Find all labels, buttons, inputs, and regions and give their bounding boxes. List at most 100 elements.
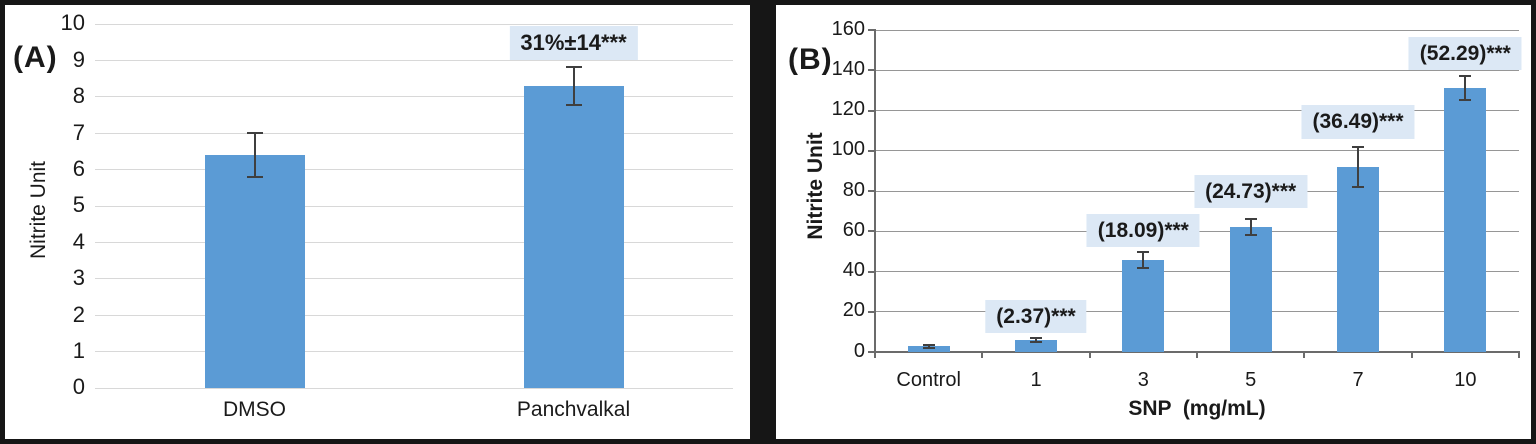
error-bar [1035, 337, 1037, 343]
gridline [95, 96, 733, 98]
panel-b-x-axis-title: SNP (mg/mL) [1128, 397, 1266, 420]
x-category-label: 10 [1454, 369, 1477, 391]
y-tick-mark [868, 270, 875, 273]
gridline [875, 29, 1519, 31]
y-tick-label: 120 [831, 98, 865, 121]
panel-b: (B) Nitrite Unit 0 20 40 60 80 100 120 140 160 Co… [776, 5, 1531, 439]
y-tick-label: 2 [72, 301, 85, 327]
gridline [875, 110, 1519, 111]
error-bar-cap [922, 344, 935, 347]
annotation-label: (24.73)*** [1194, 174, 1308, 209]
error-bar-cap [1244, 218, 1257, 221]
error-bar-cap [565, 103, 582, 106]
gridline [875, 311, 1519, 313]
gridline [875, 150, 1519, 152]
y-tick-mark [868, 230, 875, 233]
gridline [95, 205, 733, 207]
panel-a-plot-area: 0 1 2 3 4 5 6 7 8 9 10 DMSO Panchvalkal 31%±14*** [61, 10, 733, 421]
y-tick-label: 140 [831, 57, 865, 80]
y-axis-line [874, 29, 876, 353]
error-bar-cap [1030, 341, 1042, 344]
y-tick-label: 6 [72, 155, 85, 181]
error-bar-cap [1352, 145, 1364, 148]
x-tick-mark [1196, 352, 1198, 358]
error-bar [253, 133, 256, 177]
bar-dmso [204, 155, 305, 388]
y-tick-label: 9 [72, 46, 85, 72]
x-category-label: Control [896, 369, 961, 391]
error-bar [572, 66, 575, 105]
gridline [95, 132, 733, 134]
panel-a-label: (A) [13, 41, 58, 74]
x-tick-mark [981, 352, 984, 358]
y-tick-label: 3 [72, 265, 85, 291]
annotation-label: (18.09)*** [1086, 214, 1200, 248]
gridline [875, 69, 1519, 71]
y-tick-mark [868, 29, 875, 31]
bar-panchvalkal [523, 85, 624, 388]
x-tick-mark [1303, 352, 1306, 358]
gridline [95, 59, 733, 61]
error-bar [927, 345, 930, 348]
error-bar [1357, 146, 1359, 187]
y-tick-label: 40 [842, 259, 865, 282]
y-tick-label: 7 [72, 119, 85, 145]
error-bar [1464, 76, 1467, 101]
x-tick-mark [1518, 352, 1520, 358]
error-bar-cap [1137, 251, 1150, 254]
error-bar-cap [246, 175, 263, 178]
gridline [95, 241, 733, 243]
x-category-label: 7 [1352, 369, 1364, 391]
gridline [95, 314, 733, 316]
gridline [95, 351, 733, 353]
y-tick-label: 0 [72, 374, 85, 400]
y-tick-label: 60 [842, 218, 865, 241]
error-bar-cap [922, 346, 935, 349]
bar-1 [1015, 339, 1057, 352]
y-tick-mark [868, 351, 875, 353]
gridline [95, 169, 733, 171]
bar-3 [1122, 260, 1165, 352]
y-tick-label: 4 [72, 228, 85, 254]
x-tick-mark [874, 352, 876, 358]
y-tick-label: 100 [831, 138, 865, 161]
x-tick-mark [1088, 352, 1091, 358]
y-tick-mark [868, 69, 875, 72]
y-tick-mark [868, 310, 875, 313]
bar-10 [1444, 88, 1487, 352]
y-tick-label: 5 [72, 192, 85, 218]
error-bar-cap [1459, 75, 1472, 78]
bar-control [907, 346, 950, 352]
gridline [95, 387, 733, 389]
gridline [95, 278, 733, 280]
y-tick-label: 20 [842, 299, 865, 322]
annotation-label: (36.49)*** [1301, 105, 1415, 139]
y-tick-mark [868, 149, 875, 152]
error-bar [1142, 252, 1145, 269]
y-tick-label: 160 [831, 17, 865, 40]
error-bar-cap [1352, 185, 1364, 188]
y-tick-label: 8 [72, 83, 85, 109]
bar-7 [1337, 166, 1379, 352]
error-bar-cap [246, 132, 263, 135]
x-category-label: Panchvalkal [516, 398, 631, 421]
annotation-label: (52.29)*** [1408, 36, 1522, 71]
error-bar-cap [1030, 336, 1042, 339]
gridline [95, 23, 733, 25]
panel-b-label: (B) [788, 43, 833, 76]
y-tick-label: 80 [842, 178, 865, 201]
x-tick-mark [1410, 352, 1413, 358]
bar-5 [1229, 227, 1272, 352]
panel-b-plot-area: 0 20 40 60 80 100 120 140 160 Control 1 (2.37)*** 3 (… [832, 18, 1522, 391]
gridline [875, 271, 1519, 272]
y-tick-label: 1 [72, 337, 85, 363]
panel-a: (A) Nitrite Unit 0 1 2 3 4 5 6 7 8 9 10 DMSO Panchva… [5, 5, 750, 439]
x-category-label: DMSO [223, 398, 286, 421]
x-category-label: 1 [1030, 369, 1042, 391]
error-bar-cap [1244, 234, 1257, 237]
error-bar-cap [1137, 267, 1150, 270]
y-tick-label: 10 [60, 10, 85, 36]
y-tick-label: 0 [853, 339, 865, 362]
annotation-label: 31%±14*** [509, 25, 638, 61]
